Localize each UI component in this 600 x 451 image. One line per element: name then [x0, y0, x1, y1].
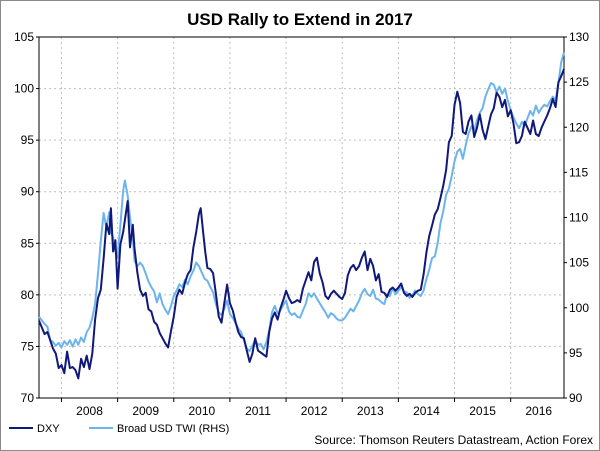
- left-axis-tick-label: 100: [14, 82, 34, 96]
- series-line-dxy: [38, 68, 565, 380]
- x-axis-tick-label: 2012: [301, 404, 328, 418]
- x-axis-tick-label: 2010: [188, 404, 215, 418]
- source-note: Source: Thomson Reuters Datastream, Acti…: [314, 433, 593, 447]
- x-axis-tick-label: 2016: [525, 404, 552, 418]
- left-axis-tick-label: 90: [21, 185, 35, 199]
- right-axis-tick-label: 110: [569, 211, 588, 225]
- right-axis-tick-label: 130: [569, 30, 589, 44]
- x-axis-tick-label: 2014: [413, 404, 440, 418]
- left-axis-tick-label: 70: [21, 391, 35, 405]
- x-axis-tick-label: 2015: [469, 404, 496, 418]
- right-axis-tick-label: 90: [569, 391, 583, 405]
- legend-label-dxy: DXY: [37, 423, 60, 435]
- right-axis-tick-label: 105: [569, 256, 589, 270]
- left-axis-tick-label: 75: [21, 339, 35, 353]
- right-axis-tick-label: 115: [569, 165, 588, 179]
- grid-lines: [39, 37, 564, 398]
- left-axis-tick-label: 85: [21, 236, 35, 250]
- x-axis-tick-label: 2009: [132, 404, 159, 418]
- left-axis-tick-label: 95: [21, 133, 35, 147]
- right-axis-tick-label: 125: [569, 75, 589, 89]
- series-lines: [38, 52, 565, 380]
- left-axis-tick-label: 80: [21, 288, 35, 302]
- x-axis-tick-label: 2008: [76, 404, 103, 418]
- chart-title: USD Rally to Extend in 2017: [187, 10, 413, 29]
- legend-label-twi: Broad USD TWI (RHS): [117, 423, 229, 435]
- right-axis-tick-label: 95: [569, 346, 583, 360]
- right-axis-tick-label: 120: [569, 120, 589, 134]
- x-axis-tick-label: 2013: [357, 404, 384, 418]
- left-axis-tick-label: 105: [14, 30, 34, 44]
- x-axis-tick-label: 2011: [245, 404, 271, 418]
- legend: DXY Broad USD TWI (RHS): [9, 423, 229, 435]
- right-axis-tick-label: 100: [569, 301, 589, 315]
- axis-ticks: 70 75 80 85 90 95 100 105 90 95 100 105 110 115 120 125…: [14, 30, 589, 418]
- series-line-twi: [38, 52, 565, 353]
